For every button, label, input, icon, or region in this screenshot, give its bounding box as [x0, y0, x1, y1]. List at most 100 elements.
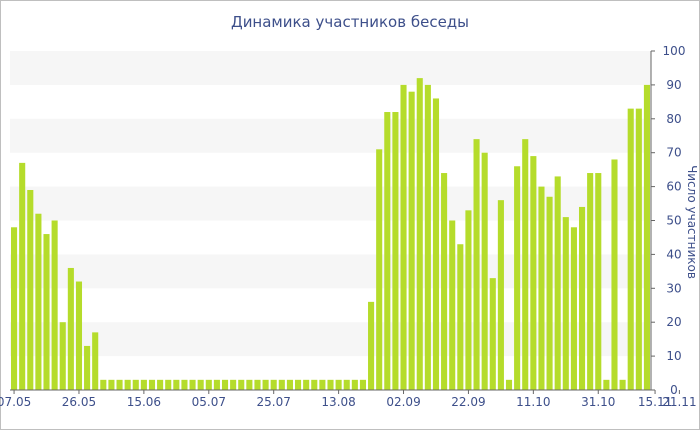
bar: [473, 139, 480, 390]
bar: [554, 176, 561, 390]
x-tick-label: 31.10: [581, 395, 615, 409]
bar: [43, 234, 50, 390]
bar: [562, 217, 569, 390]
y-tick-label: 0: [670, 383, 678, 397]
bar: [140, 379, 147, 390]
bar: [238, 379, 245, 390]
bar: [262, 379, 269, 390]
chart-title: Динамика участников беседы: [230, 13, 470, 31]
bar: [181, 379, 188, 390]
bar: [643, 84, 650, 391]
bar: [392, 112, 399, 391]
bar: [157, 379, 164, 390]
bar: [51, 220, 58, 390]
y-tick-label: 40: [666, 247, 681, 261]
bar: [132, 379, 139, 390]
bar: [319, 379, 326, 390]
bar: [424, 84, 431, 391]
x-tick-label: 02.09: [386, 395, 420, 409]
bar: [489, 278, 496, 390]
bar: [230, 379, 237, 390]
bar: [165, 379, 172, 390]
bar: [635, 108, 642, 390]
bar: [295, 379, 302, 390]
bar: [92, 332, 99, 390]
x-tick-label: 22.09: [451, 395, 485, 409]
bar: [603, 379, 610, 390]
bar: [619, 379, 626, 390]
bar: [213, 379, 220, 390]
y-tick-label: 20: [666, 315, 681, 329]
bar: [67, 267, 74, 390]
x-tick-label: 07.05: [0, 395, 31, 409]
bar: [116, 379, 123, 390]
bar: [522, 139, 529, 390]
bar: [497, 200, 504, 390]
x-tick-label: 21.11: [662, 395, 696, 409]
y-tick-label: 80: [666, 112, 681, 126]
bar: [59, 322, 66, 390]
x-tick-label: 25.07: [257, 395, 291, 409]
bar: [35, 213, 42, 390]
bar: [441, 173, 448, 390]
bar: [124, 379, 131, 390]
bar: [108, 379, 115, 390]
bar: [327, 379, 334, 390]
bar: [205, 379, 212, 390]
y-tick-label: 90: [666, 78, 681, 92]
bar: [587, 173, 594, 390]
bar: [246, 379, 253, 390]
bar: [278, 379, 285, 390]
bar: [400, 84, 407, 391]
bar: [432, 98, 440, 391]
bar: [359, 379, 366, 390]
bar: [100, 379, 107, 390]
bar: [303, 379, 310, 390]
bar: [270, 379, 277, 390]
bar: [578, 206, 586, 390]
bar: [368, 301, 375, 390]
bar: [376, 149, 383, 390]
bar: [221, 379, 229, 390]
bar: [627, 108, 634, 390]
bar: [254, 379, 261, 390]
x-tick-label: 26.05: [62, 395, 96, 409]
bar: [595, 173, 602, 390]
y-tick-label: 100: [663, 44, 686, 58]
bar: [505, 379, 513, 390]
bar: [19, 162, 26, 390]
y-tick-label: 10: [666, 349, 681, 363]
bar: [546, 196, 553, 390]
x-tick-label: 15.11: [638, 395, 672, 409]
bar: [197, 379, 204, 390]
bar: [343, 379, 350, 390]
bar: [75, 281, 83, 390]
bar: [11, 227, 18, 390]
bar: [570, 227, 577, 390]
bar: [286, 379, 293, 390]
bar: [530, 156, 537, 390]
y-tick-label: 50: [666, 214, 681, 228]
grid-band: [10, 118, 651, 153]
x-tick-label: 11.10: [516, 395, 550, 409]
bar: [173, 379, 180, 390]
bar: [449, 220, 456, 390]
bar: [27, 189, 34, 390]
bar: [148, 379, 156, 390]
bar: [416, 78, 423, 391]
bar: [611, 159, 618, 390]
bar: [457, 244, 464, 390]
bar: [189, 379, 196, 390]
x-tick-label: 15.06: [127, 395, 161, 409]
y-tick-label: 70: [666, 146, 681, 160]
bar: [311, 379, 318, 390]
bar: [384, 112, 391, 391]
bar: [538, 186, 545, 390]
y-tick-label: 30: [666, 281, 681, 295]
bar: [335, 379, 342, 390]
bar: [465, 210, 472, 390]
x-tick-label: 05.07: [192, 395, 226, 409]
bar: [351, 379, 358, 390]
bar: [514, 166, 521, 390]
